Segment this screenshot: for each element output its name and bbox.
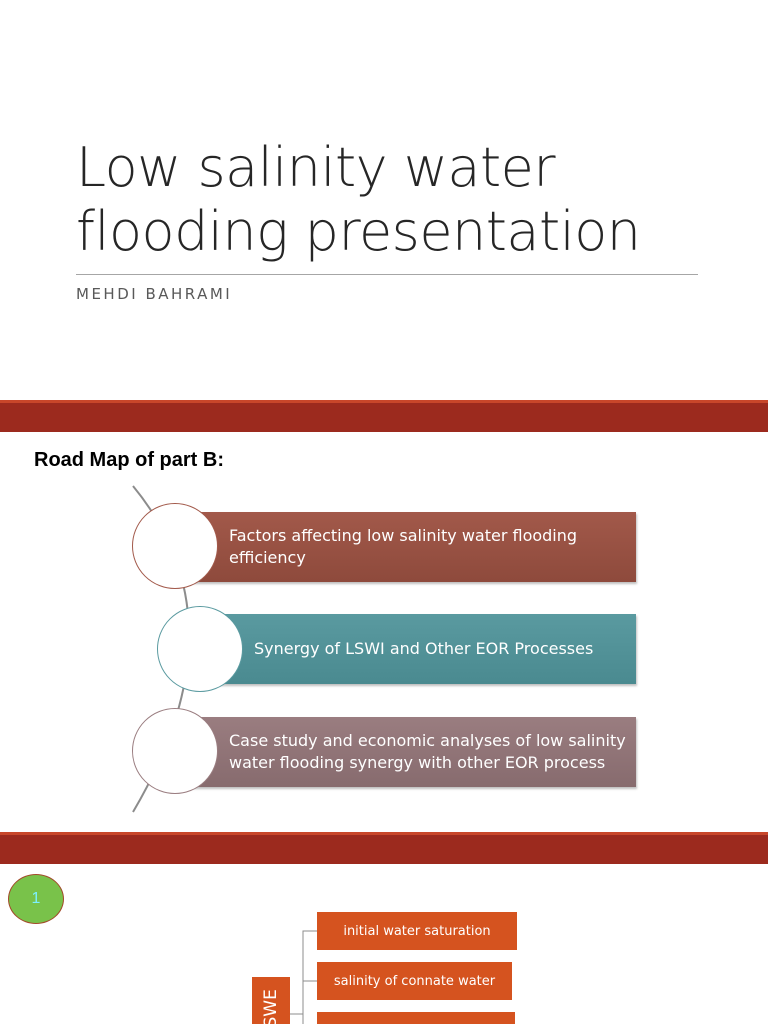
roadmap-heading: Road Map of part B: bbox=[34, 449, 224, 471]
roadmap-item-factors: Factors affecting low salinity water flo… bbox=[178, 512, 636, 582]
roadmap-item-case-study: Case study and economic analyses of low … bbox=[178, 717, 636, 787]
roadmap-item-1-line-1: Factors affecting low salinity water flo… bbox=[229, 526, 578, 545]
slide-number-badge: 1 bbox=[8, 874, 64, 924]
roadmap-item-3-line-2: water flooding synergy with other EOR pr… bbox=[229, 753, 606, 772]
band-highlight-1 bbox=[0, 400, 768, 403]
factors-slide: 1 LSWE initial water saturation salinity… bbox=[0, 864, 768, 1024]
roadmap-item-synergy: Synergy of LSWI and Other EOR Processes bbox=[200, 614, 636, 684]
author-name: MEHDI BAHRAMI bbox=[76, 285, 233, 303]
band-highlight-2 bbox=[0, 832, 768, 835]
factor-box-3 bbox=[317, 1012, 515, 1024]
title-line-1: Low salinity water bbox=[76, 136, 556, 199]
slide-separator-1 bbox=[0, 403, 768, 432]
roadmap-item-2-line-1: Synergy of LSWI and Other EOR Processes bbox=[254, 639, 594, 658]
title-slide: Low salinity water flooding presentation… bbox=[0, 0, 768, 400]
roadmap-item-3-line-1: Case study and economic analyses of low … bbox=[229, 731, 626, 750]
factor-salinity-connate-water: salinity of connate water bbox=[317, 962, 512, 1000]
presentation-title: Low salinity water flooding presentation bbox=[76, 136, 716, 264]
roadmap-slide: Road Map of part B: Factors affecting lo… bbox=[0, 432, 768, 832]
roadmap-circle-1 bbox=[132, 503, 218, 589]
factor-initial-water-saturation: initial water saturation bbox=[317, 912, 517, 950]
title-divider bbox=[76, 274, 698, 275]
slide-separator-2 bbox=[0, 835, 768, 864]
lswe-label: LSWE bbox=[261, 989, 281, 1024]
title-line-2: flooding presentation bbox=[76, 200, 641, 263]
roadmap-circle-3 bbox=[132, 708, 218, 794]
roadmap-item-1-line-2: efficiency bbox=[229, 548, 306, 567]
lswe-label-box: LSWE bbox=[252, 977, 290, 1024]
tree-connector bbox=[290, 930, 317, 1024]
roadmap-circle-2 bbox=[157, 606, 243, 692]
